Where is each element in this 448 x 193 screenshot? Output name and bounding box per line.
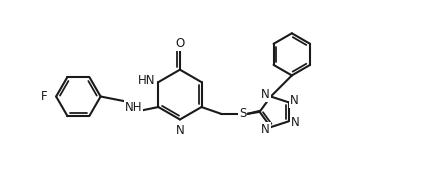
- Text: F: F: [41, 90, 48, 103]
- Text: N: N: [291, 116, 299, 129]
- Text: N: N: [176, 124, 184, 137]
- Text: O: O: [175, 37, 185, 51]
- Text: N: N: [261, 123, 270, 136]
- Text: N: N: [289, 94, 298, 107]
- Text: HN: HN: [138, 74, 155, 87]
- Text: S: S: [239, 108, 246, 120]
- Text: NH: NH: [125, 101, 142, 114]
- Text: N: N: [261, 88, 270, 101]
